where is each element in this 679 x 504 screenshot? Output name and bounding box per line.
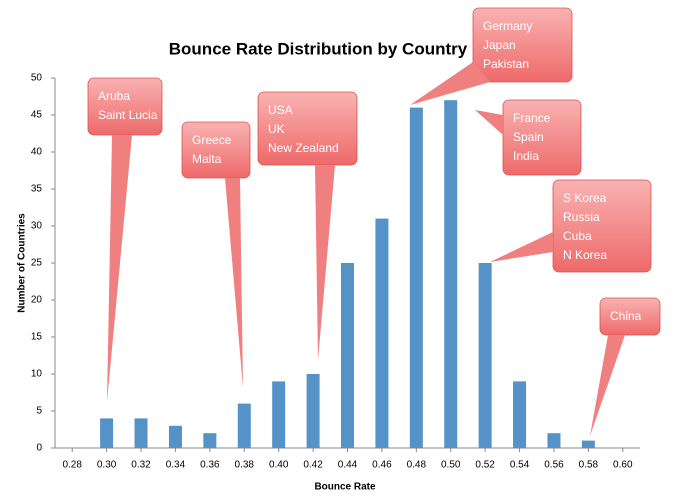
callout-text: UK: [268, 122, 285, 136]
callout-pointer: [225, 178, 243, 388]
bar: [237, 403, 251, 448]
callout: Greece Malta: [181, 121, 251, 388]
bar: [409, 107, 423, 448]
x-tick-label: 0.36: [200, 460, 220, 471]
x-tick-label: 0.44: [338, 460, 358, 471]
x-axis-title: Bounce Rate: [314, 482, 376, 493]
callout-box: [472, 7, 573, 83]
y-tick-label: 30: [31, 221, 43, 232]
y-tick-label: 35: [31, 184, 43, 195]
x-tick-label: 0.56: [544, 460, 564, 471]
callout-text: Malta: [192, 152, 222, 166]
callout-text: Saint Lucia: [98, 108, 158, 122]
bar: [134, 418, 148, 448]
bar: [513, 381, 527, 448]
y-tick-label: 15: [31, 332, 43, 343]
callout-box: [257, 91, 358, 166]
callout-box: [502, 99, 582, 176]
callout-pointer: [410, 62, 490, 105]
callout-text: New Zealand: [268, 141, 339, 155]
x-tick-label: 0.42: [303, 460, 323, 471]
y-tick-label: 50: [31, 73, 43, 84]
callout-box: [87, 77, 163, 136]
x-tick-label: 0.28: [62, 460, 82, 471]
callout: China: [590, 297, 661, 436]
x-tick-label: 0.54: [510, 460, 530, 471]
x-tick-label: 0.34: [166, 460, 186, 471]
bar: [581, 440, 595, 448]
y-tick-label: 20: [31, 295, 43, 306]
callout: USA UK New Zealand: [257, 91, 358, 360]
callout: S Korea Russia Cuba N Korea: [490, 179, 652, 273]
y-axis-title: Number of Countries: [17, 213, 28, 313]
bar: [100, 418, 114, 448]
bar: [203, 433, 217, 448]
x-tick-label: 0.32: [131, 460, 151, 471]
bar: [478, 263, 492, 448]
x-tick-label: 0.40: [269, 460, 289, 471]
callout-pointer: [490, 232, 553, 262]
x-tick-label: 0.60: [613, 460, 633, 471]
callout-pointer: [315, 165, 335, 360]
callout-text: Spain: [513, 130, 544, 144]
callout-text: Aruba: [98, 89, 130, 103]
callout-text: Pakistan: [483, 57, 529, 71]
y-tick-label: 45: [31, 110, 43, 121]
bar: [444, 100, 458, 448]
x-tick-label: 0.50: [441, 460, 461, 471]
bar: [272, 381, 286, 448]
callout: Germany Japan Pakistan: [410, 7, 573, 105]
callout-box: [552, 179, 652, 273]
bar: [547, 433, 561, 448]
y-tick-label: 10: [31, 369, 43, 380]
callout-text: Greece: [192, 133, 232, 147]
callout-pointer: [107, 135, 132, 402]
x-tick-label: 0.52: [475, 460, 495, 471]
bar: [306, 374, 320, 448]
bar: [168, 425, 182, 448]
x-tick-label: 0.58: [579, 460, 599, 471]
y-tick-label: 5: [36, 406, 42, 417]
bar: [375, 218, 389, 448]
callout-text: India: [513, 149, 539, 163]
y-tick-label: 40: [31, 147, 43, 158]
callout-text: Russia: [563, 210, 600, 224]
callout-pointer: [590, 335, 625, 436]
y-tick-label: 0: [36, 443, 42, 454]
x-tick-label: 0.46: [372, 460, 392, 471]
y-tick-label: 25: [31, 258, 43, 269]
callout: France Spain India: [475, 99, 582, 176]
callout-text: S Korea: [563, 191, 607, 205]
callout-box: [181, 121, 251, 179]
x-tick-label: 0.48: [407, 460, 427, 471]
callout: Aruba Saint Lucia: [87, 77, 163, 402]
bar: [341, 263, 354, 448]
callout-text: USA: [268, 103, 293, 117]
callout-text: N Korea: [563, 248, 607, 262]
callout-pointer: [475, 110, 503, 135]
callout-text: France: [513, 111, 551, 125]
chart-title: Bounce Rate Distribution by Country: [169, 39, 468, 58]
callout-text: Germany: [483, 19, 532, 33]
x-tick-label: 0.30: [97, 460, 117, 471]
callout-text: China: [610, 309, 642, 323]
callout-text: Cuba: [563, 229, 592, 243]
x-tick-label: 0.38: [235, 460, 255, 471]
callout-box: [599, 297, 661, 336]
callout-text: Japan: [483, 38, 516, 52]
